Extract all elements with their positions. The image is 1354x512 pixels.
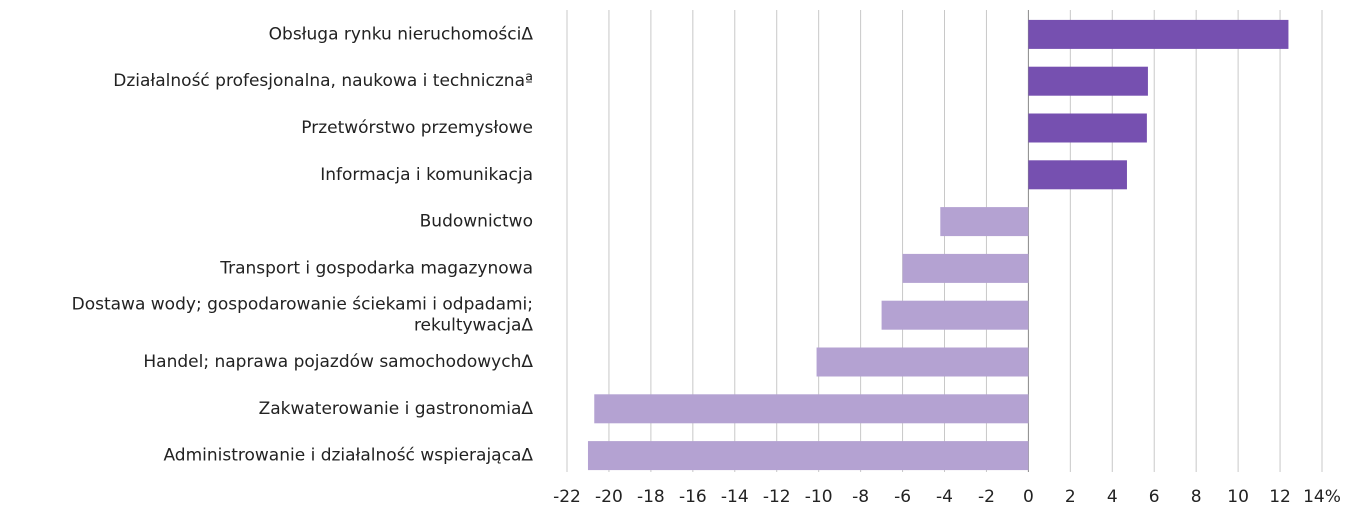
x-tick-label: -2	[978, 487, 995, 507]
bar	[1028, 66, 1148, 96]
bar	[594, 394, 1029, 424]
bar	[1028, 113, 1147, 143]
x-tick-label: -4	[936, 487, 953, 507]
x-tick-label: 6	[1149, 487, 1160, 507]
bar	[902, 253, 1029, 283]
y-tick-label: Handel; naprawa pojazdów samochodowychΔ	[143, 352, 533, 372]
y-tick-label: Przetwórstwo przemysłowe	[301, 118, 533, 138]
y-tick-label: Obsługa rynku nieruchomościΔ	[269, 24, 534, 44]
y-tick-label: Dostawa wody; gospodarowanie ściekami i …	[72, 295, 534, 336]
bar	[587, 441, 1029, 471]
bar	[881, 300, 1029, 330]
bar	[1028, 19, 1289, 49]
y-tick-label: Działalność profesjonalna, naukowa i tec…	[113, 71, 533, 91]
x-tick-label: -22	[553, 487, 581, 507]
x-tick-label: 10	[1227, 487, 1249, 507]
y-tick-label: Zakwaterowanie i gastronomiaΔ	[259, 399, 534, 419]
x-tick-label: 8	[1191, 487, 1202, 507]
x-tick-label: 14%	[1303, 487, 1341, 507]
y-tick-label: Budownictwo	[420, 212, 533, 232]
x-tick-label: -12	[763, 487, 791, 507]
x-tick-label: 4	[1107, 487, 1118, 507]
bar	[1028, 160, 1127, 190]
x-tick-label: 12	[1269, 487, 1291, 507]
x-tick-label: -16	[679, 487, 707, 507]
x-tick-label: -18	[637, 487, 665, 507]
x-tick-label: 2	[1065, 487, 1076, 507]
y-tick-label: Informacja i komunikacja	[320, 165, 533, 185]
x-tick-label: 0	[1023, 487, 1034, 507]
x-tick-label: -6	[894, 487, 911, 507]
bar	[816, 347, 1029, 377]
bar	[940, 207, 1029, 237]
x-tick-label: -8	[852, 487, 869, 507]
x-tick-label: -10	[805, 487, 833, 507]
x-tick-label: -14	[721, 487, 749, 507]
y-tick-label: Administrowanie i działalność wspierając…	[163, 446, 533, 466]
x-tick-label: -20	[595, 487, 623, 507]
y-tick-label: Transport i gospodarka magazynowa	[219, 258, 533, 278]
